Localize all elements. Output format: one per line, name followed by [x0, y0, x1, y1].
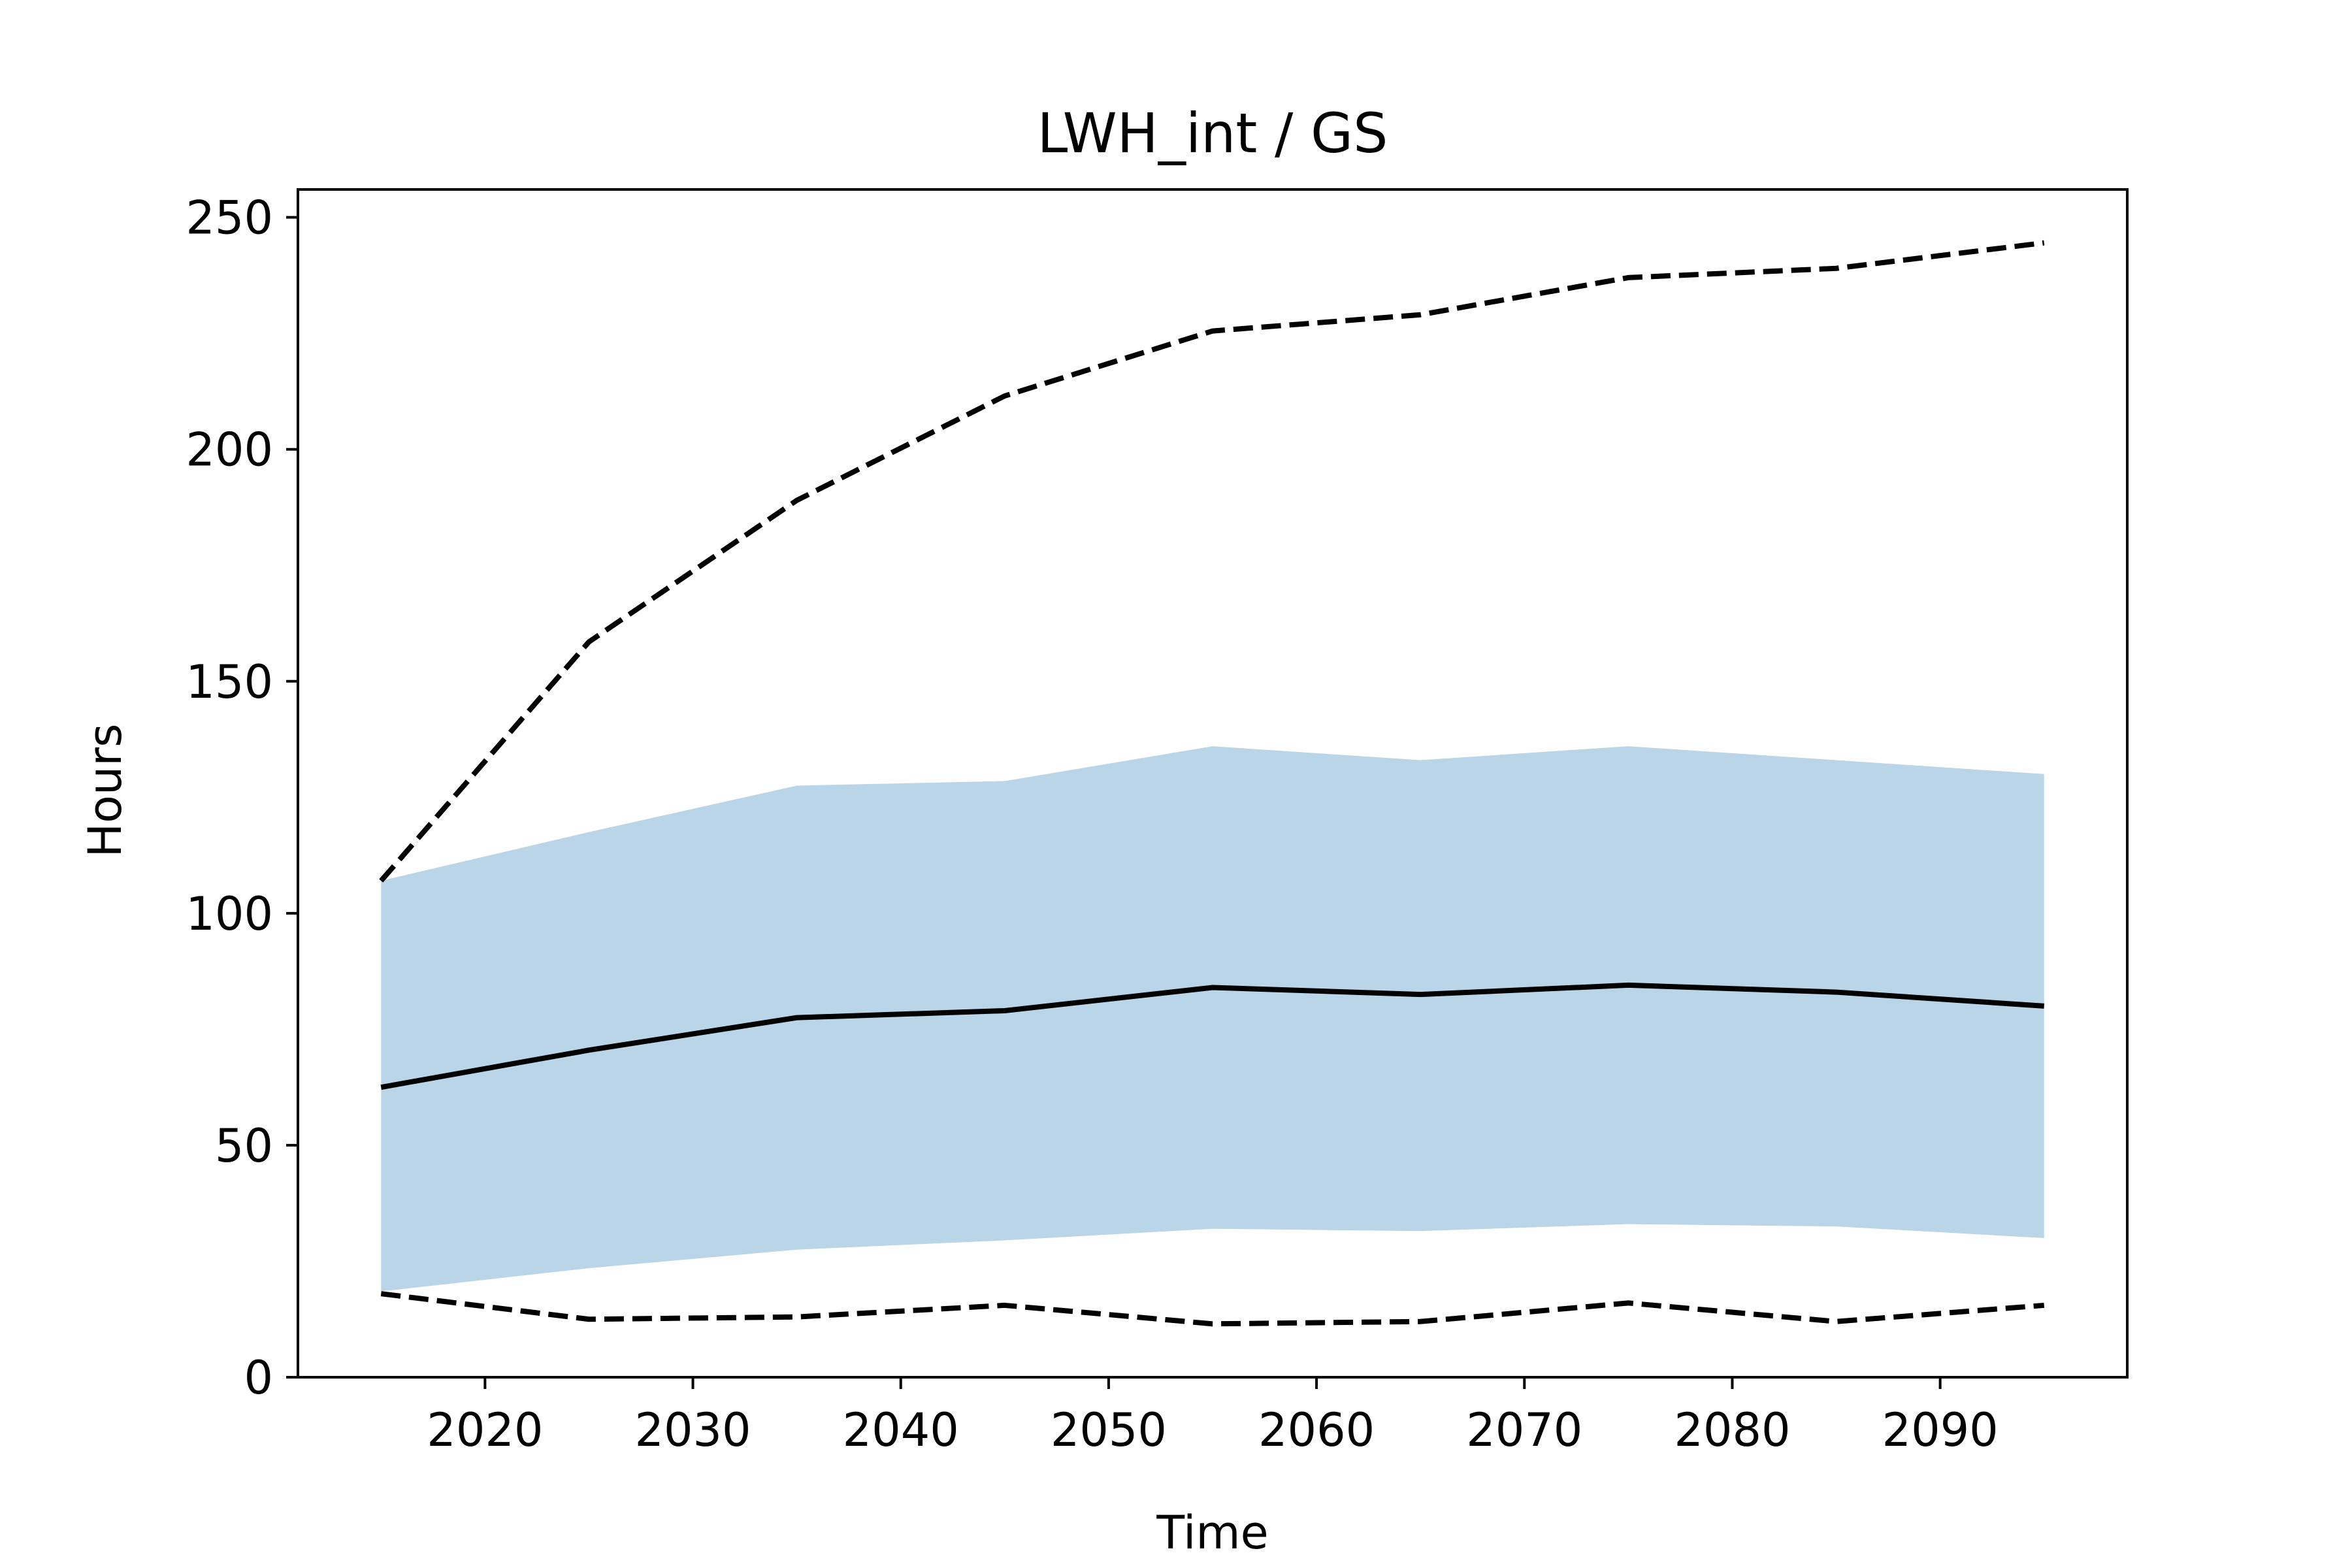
x-tick-label: 2070: [1466, 1403, 1582, 1457]
x-axis-label: Time: [1156, 1506, 1268, 1560]
y-tick-label: 100: [186, 887, 273, 941]
upper-dashed-line: [379, 240, 2045, 883]
y-tick-label: 50: [215, 1119, 273, 1173]
lower-dashed-line: [380, 1291, 2045, 1327]
y-tick-label: 0: [244, 1351, 273, 1405]
chart-title: LWH_int / GS: [1037, 101, 1388, 165]
axes: 2020 2030 2040 2050 2060 2070 2080 2090 0 50 100 15…: [186, 188, 2129, 1457]
x-tick-label: 2060: [1258, 1403, 1375, 1457]
x-tick-label: 2020: [427, 1403, 543, 1457]
y-axis-label: Hours: [78, 723, 132, 857]
x-tick-label: 2040: [843, 1403, 959, 1457]
x-tick-label: 2090: [1882, 1403, 1999, 1457]
x-tick-label: 2080: [1674, 1403, 1790, 1457]
mean-line: [380, 982, 2044, 1090]
uncertainty-band: [381, 746, 2044, 1292]
y-tick-label: 200: [186, 423, 273, 477]
y-tick-label: 250: [186, 191, 273, 245]
x-tick-label: 2050: [1051, 1403, 1167, 1457]
plot-frame: [297, 188, 2129, 1379]
y-tick-label: 150: [186, 655, 273, 709]
plot-area: [379, 240, 2045, 1327]
x-tick-label: 2030: [634, 1403, 751, 1457]
